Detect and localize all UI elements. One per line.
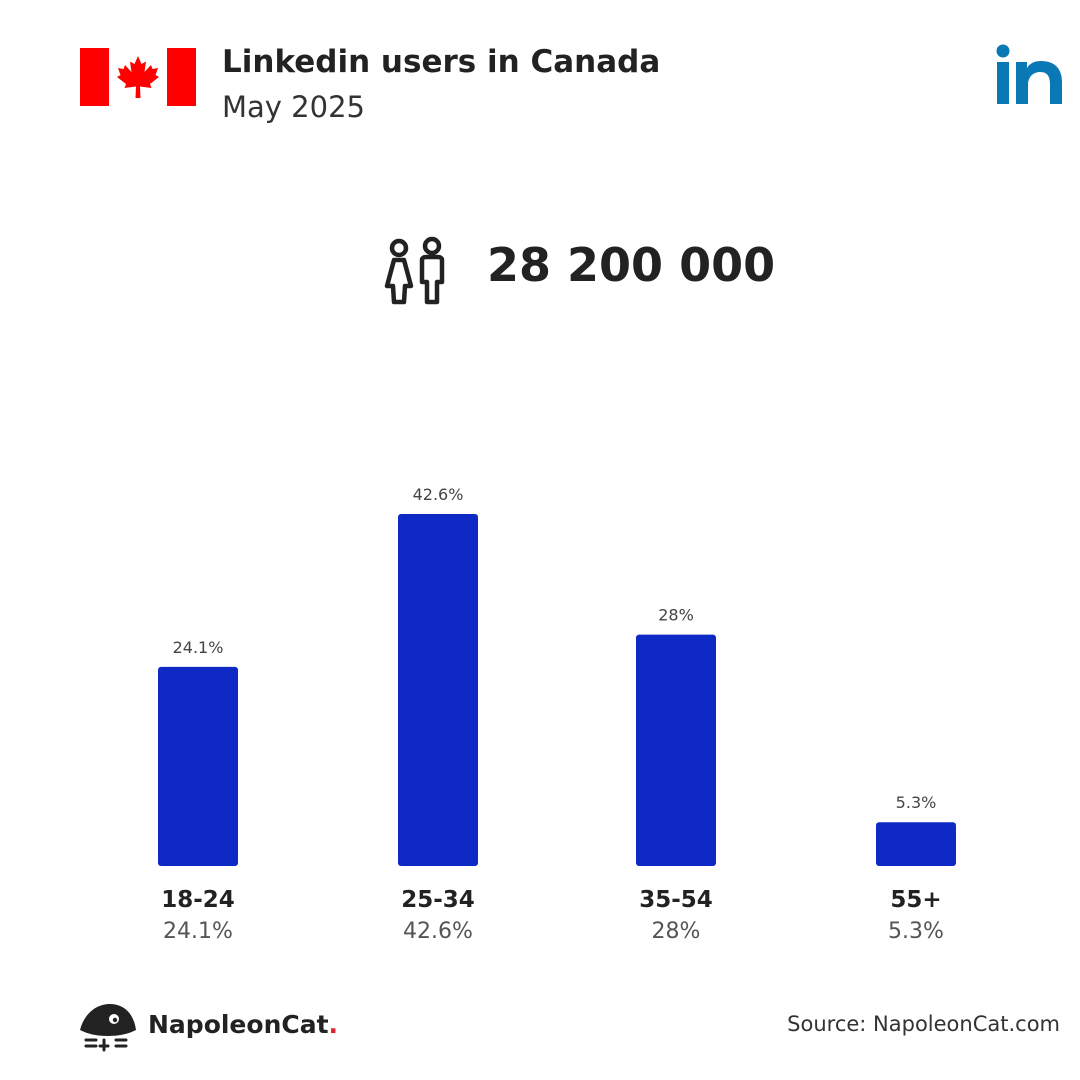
category-percent-label: 24.1% (163, 919, 233, 944)
bar-value-label: 42.6% (413, 485, 464, 504)
bar-value-label: 5.3% (896, 793, 937, 812)
x-tick-label: 55+ (890, 887, 941, 913)
bar-18-24 (158, 666, 238, 866)
category-percent-label: 42.6% (403, 919, 473, 944)
page-subtitle: May 2025 (222, 90, 365, 124)
people-icon (384, 236, 445, 305)
brand-dot: . (328, 1010, 339, 1039)
linkedin-logo-icon (996, 44, 1062, 104)
x-tick-label: 18-24 (161, 887, 235, 913)
category-percent-label: 5.3% (888, 919, 944, 944)
page-title: Linkedin users in Canada (222, 44, 661, 80)
x-tick-label: 35-54 (639, 887, 713, 913)
x-tick-label: 25-34 (401, 887, 475, 913)
bar-55+ (876, 822, 956, 866)
canada-flag-icon (80, 48, 196, 106)
brand-name-text: NapoleonCat (148, 1010, 329, 1039)
source-credit: Source: NapoleonCat.com (787, 1012, 1060, 1036)
bar-value-label: 24.1% (173, 638, 224, 657)
total-users-value: 28 200 000 (487, 238, 776, 292)
bar-35-54 (636, 634, 716, 866)
bar-25-34 (398, 514, 478, 866)
brand-name: NapoleonCat. (148, 1010, 338, 1039)
category-percent-label: 28% (652, 919, 701, 944)
bar-value-label: 28% (658, 606, 694, 625)
napoleoncat-logo-icon (80, 1004, 136, 1052)
